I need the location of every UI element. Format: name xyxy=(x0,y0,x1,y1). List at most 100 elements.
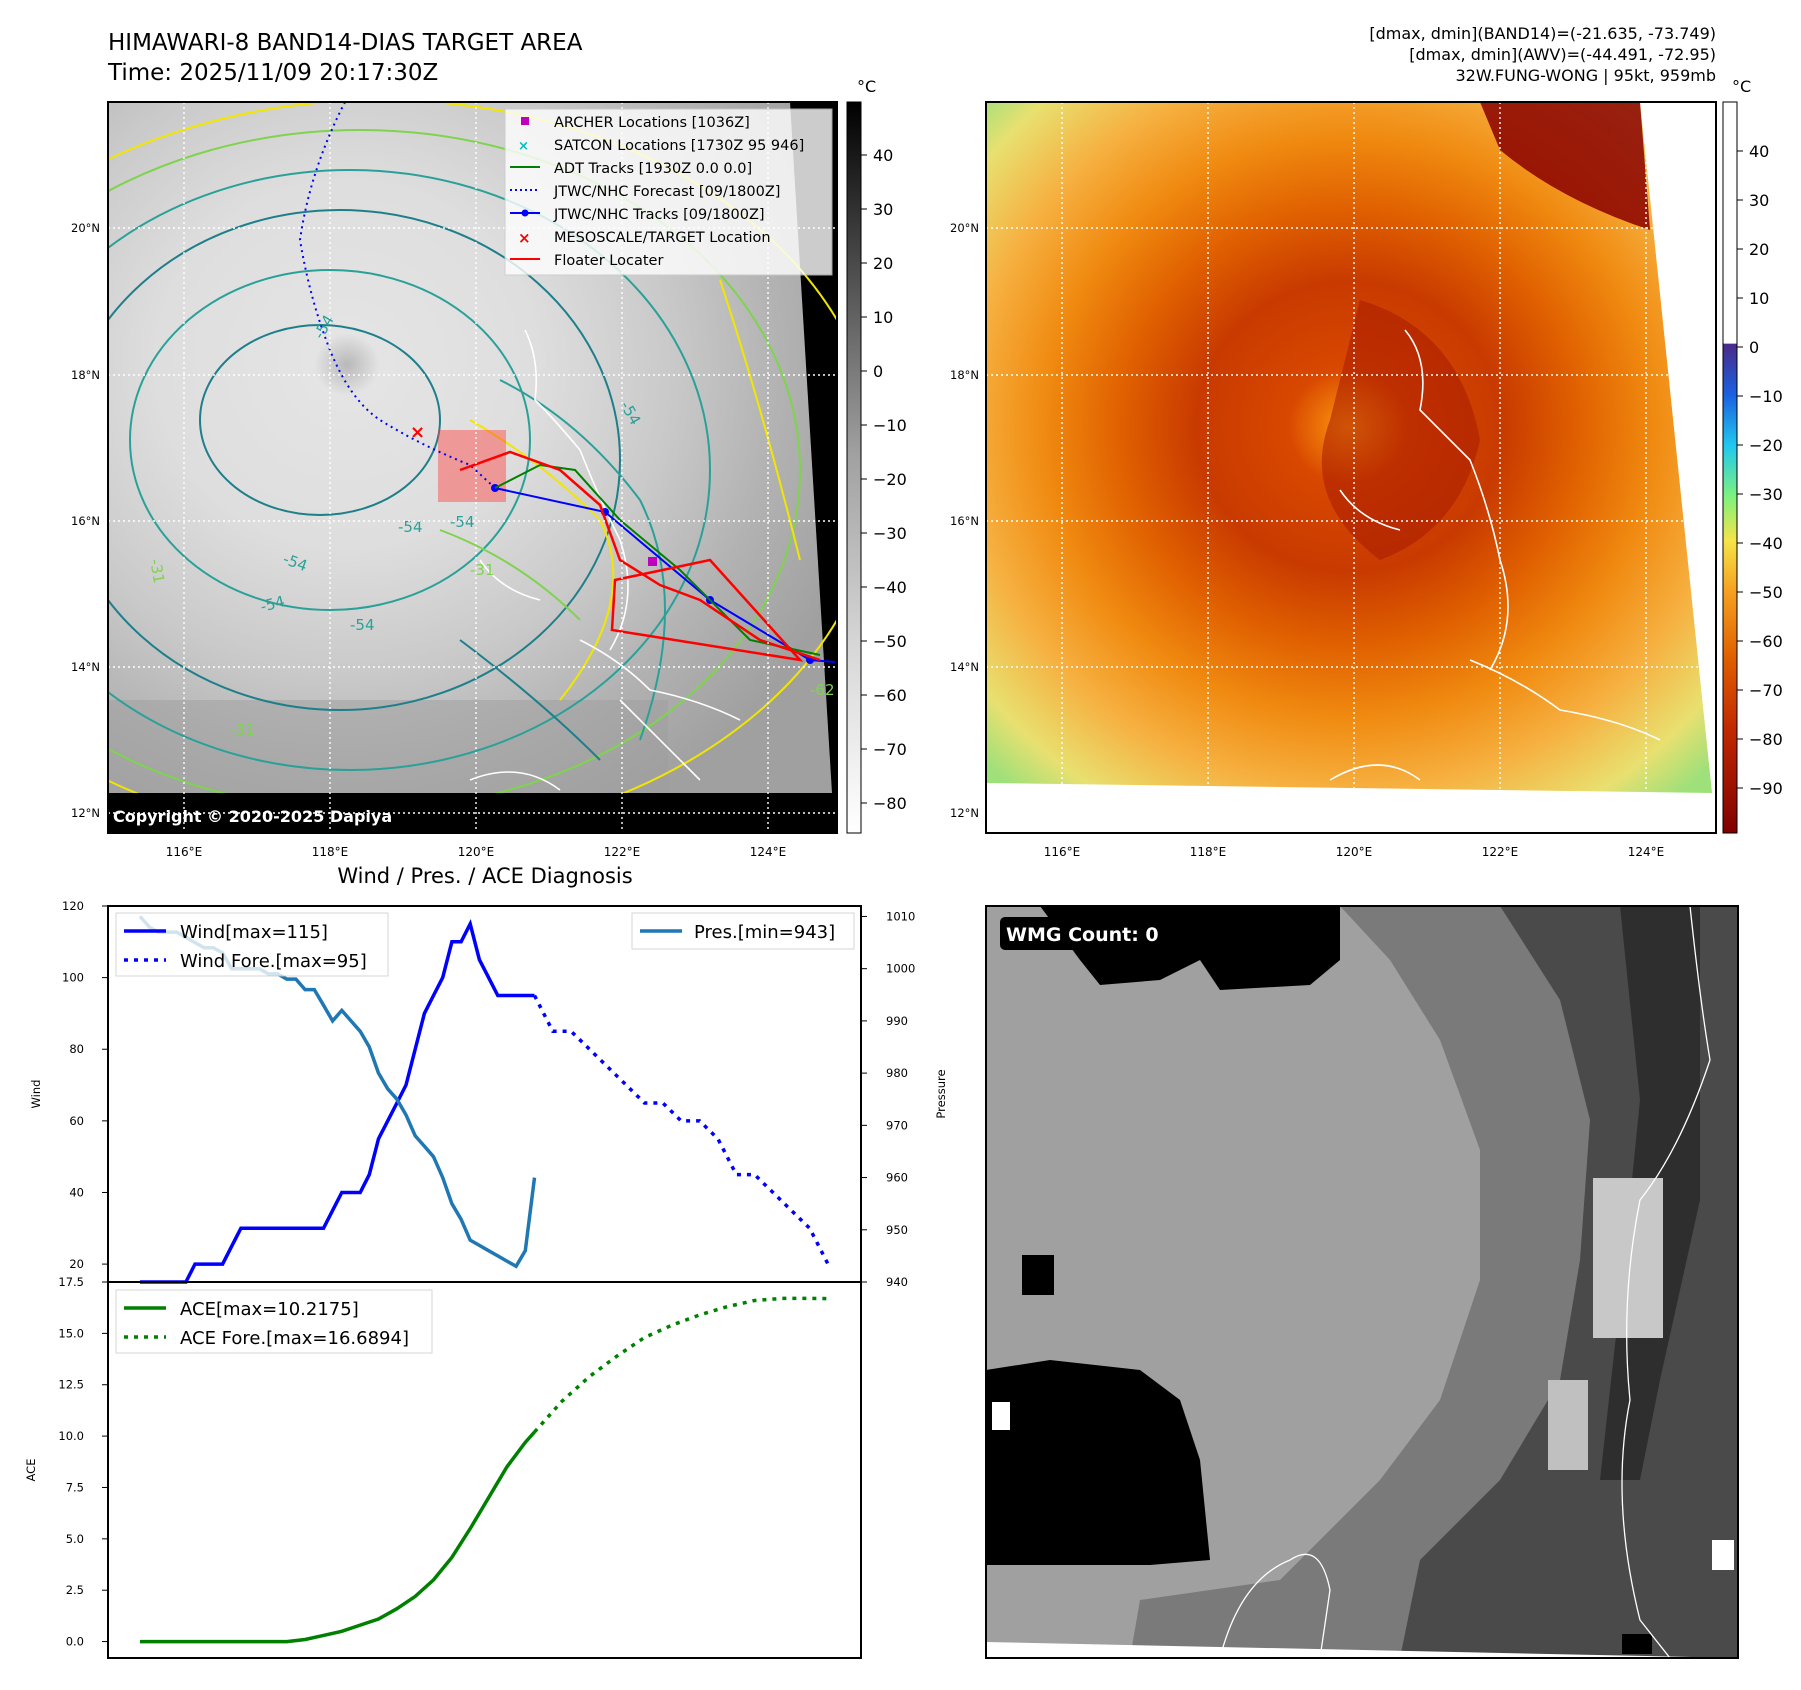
lat-label: 20°N xyxy=(71,221,100,235)
awv-coastline xyxy=(1329,329,1661,781)
figure-time: Time: 2025/11/09 20:17:30Z xyxy=(107,60,438,86)
ace-tick-label: 10.0 xyxy=(58,1429,84,1443)
colorbar-ticks: 40 30 20 10 0 −10 −20 −30 −40 −50 −60 −70 −80 xyxy=(861,146,907,813)
jtwc-forecast-track xyxy=(298,102,496,489)
awv-colorbar: °C 40 30 20 10 0 −10 −20 −30 −40 −50 −60 −70 −80 −90 xyxy=(1722,77,1783,834)
copyright-text: Copyright © 2020-2025 Dapiya xyxy=(113,807,392,826)
ace-forecast-line xyxy=(533,1296,829,1434)
wmg-light-patch xyxy=(1548,1380,1588,1470)
ace-line xyxy=(140,1430,536,1644)
colorbar-tick-label: −60 xyxy=(873,686,907,705)
wmg-coastline xyxy=(1219,906,1711,1658)
pres-legend-label: Pres.[min=943] xyxy=(694,922,835,943)
legend-box xyxy=(504,108,833,276)
ace-tick-label: 0.0 xyxy=(66,1635,84,1649)
pressure-yticks: 940 950 960 970 980 990 1000 1010 xyxy=(861,909,915,1289)
wind-axis-label: Wind xyxy=(29,1080,43,1109)
ace-chart: 0.0 2.5 5.0 7.5 10.0 12.5 15.0 17.5 ACE ACE[max… xyxy=(24,1275,862,1659)
lon-label: 122°E xyxy=(604,845,641,859)
wind-forecast-line xyxy=(532,994,830,1265)
lat-label: 12°N xyxy=(950,806,979,820)
dmax-band14: [dmax, dmin](BAND14)=(-21.635, -73.749) xyxy=(1369,24,1716,43)
wmg-label-box xyxy=(1000,917,1178,950)
colorbar-tick-label: −20 xyxy=(873,470,907,489)
band14-gridlines xyxy=(108,102,837,833)
dmax-awv: [dmax, dmin](AWV)=(-44.491, -72.95) xyxy=(1409,45,1716,64)
contour-label: -62 xyxy=(810,681,835,699)
lon-label: 122°E xyxy=(1482,845,1519,859)
colorbar-tick-label: −50 xyxy=(1749,583,1783,602)
contour-label: -31 xyxy=(470,561,495,579)
storm-info: 32W.FUNG-WONG | 95kt, 959mb xyxy=(1455,66,1716,85)
wind-tick-label: 80 xyxy=(69,1042,84,1056)
colorbar-tick-label: 30 xyxy=(1749,191,1769,210)
adt-track xyxy=(494,463,821,656)
pressure-tick-label: 1010 xyxy=(886,909,915,923)
lon-label: 120°E xyxy=(1336,845,1373,859)
band14-colorbar: °C 40 30 20 10 0 −10 −20 −30 −40 −50 −60 −70 −80 xyxy=(846,77,907,834)
legend-label: JTWC/NHC Forecast [09/1800Z] xyxy=(553,184,780,200)
colorbar-tick-label: 20 xyxy=(873,254,893,273)
colorbar-tick-label: −80 xyxy=(873,794,907,813)
legend-label: JTWC/NHC Tracks [09/1800Z] xyxy=(553,207,765,223)
legend-label: ARCHER Locations [1036Z] xyxy=(554,115,750,131)
colorbar-tick-label: −10 xyxy=(873,416,907,435)
wmg-light-patch xyxy=(1593,1178,1663,1338)
colorbar-tick-label: 10 xyxy=(873,308,893,327)
wind-tick-label: 60 xyxy=(69,1114,84,1128)
pressure-tick-label: 950 xyxy=(886,1223,908,1237)
map-legend: × × ARCHER Locations [1036Z] SATCON Loca… xyxy=(504,108,833,276)
contour-label: -54 xyxy=(398,518,423,536)
colorbar-tick-label: −20 xyxy=(1749,436,1783,455)
pressure-tick-label: 960 xyxy=(886,1171,908,1185)
lat-label: 16°N xyxy=(950,514,979,528)
legend-target-marker: × xyxy=(518,229,531,247)
lon-label: 116°E xyxy=(1044,845,1081,859)
ace-plot-frame xyxy=(107,1281,862,1659)
contour-label: -54 xyxy=(350,616,375,634)
lon-label: 118°E xyxy=(1190,845,1227,859)
wmg-panel xyxy=(986,906,1738,1658)
lat-label: 14°N xyxy=(71,660,100,674)
pressure-tick-label: 1000 xyxy=(886,962,915,976)
lat-label: 18°N xyxy=(71,368,100,382)
colorbar-tick-label: −40 xyxy=(873,578,907,597)
ace-axis-label: ACE xyxy=(24,1459,38,1482)
contour-label: -54 xyxy=(258,592,286,616)
wmg-white-patch xyxy=(1712,1540,1734,1570)
ace-legend-box xyxy=(115,1289,433,1354)
mesoscale-target-marker: × xyxy=(410,422,425,443)
band14-outer-band xyxy=(108,700,668,793)
wind-fore-legend-label: Wind Fore.[max=95] xyxy=(180,951,367,972)
colorbar-tick-label: −70 xyxy=(1749,681,1783,700)
colorbar-tick-label: −30 xyxy=(1749,485,1783,504)
colorbar-unit: °C xyxy=(857,77,876,96)
lat-label: 14°N xyxy=(950,660,979,674)
wind-tick-label: 20 xyxy=(69,1257,84,1271)
wind-legend-label: Wind[max=115] xyxy=(180,922,328,943)
legend-label: MESOSCALE/TARGET Location xyxy=(554,230,771,246)
lon-label: 116°E xyxy=(166,845,203,859)
lat-label: 20°N xyxy=(950,221,979,235)
legend-label: SATCON Locations [1730Z 95 946] xyxy=(554,138,804,154)
contour-label: -31 xyxy=(146,558,168,585)
band14-map-frame xyxy=(107,101,838,834)
wmg-panel-frame xyxy=(985,905,1739,1659)
colorbar-tick-label: 40 xyxy=(873,146,893,165)
colorbar-fill xyxy=(1722,101,1738,834)
wind-tick-label: 40 xyxy=(69,1185,84,1199)
wind-pressure-chart: 20 40 60 80 100 120 940 950 960 970 980 990 1000 101… xyxy=(29,899,948,1289)
wmg-black-region xyxy=(986,1360,1210,1565)
legend-satcon-marker: × xyxy=(518,139,529,154)
awv-lat-labels: 20°N 18°N 16°N 14°N 12°N xyxy=(950,221,979,820)
awv-lon-labels: 116°E 118°E 120°E 122°E 124°E xyxy=(1044,845,1665,859)
lat-label: 16°N xyxy=(71,514,100,528)
lon-label: 120°E xyxy=(458,845,495,859)
ace-tick-label: 15.0 xyxy=(58,1326,84,1340)
legend-label: ADT Tracks [1930Z 0.0 0.0] xyxy=(554,161,752,177)
pressure-tick-label: 980 xyxy=(886,1066,908,1080)
legend-tracks-marker xyxy=(521,209,529,217)
colorbar-fill xyxy=(846,101,862,834)
awv-dark-band xyxy=(1480,102,1650,230)
lon-label: 124°E xyxy=(1628,845,1665,859)
